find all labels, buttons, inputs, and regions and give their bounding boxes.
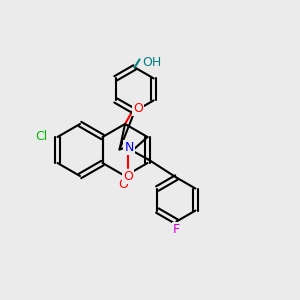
Text: F: F xyxy=(173,223,180,236)
Text: O: O xyxy=(133,101,143,115)
Text: Cl: Cl xyxy=(35,130,47,143)
Text: OH: OH xyxy=(142,56,162,69)
Text: N: N xyxy=(125,141,134,154)
Text: O: O xyxy=(118,178,128,190)
Text: O: O xyxy=(123,170,133,183)
